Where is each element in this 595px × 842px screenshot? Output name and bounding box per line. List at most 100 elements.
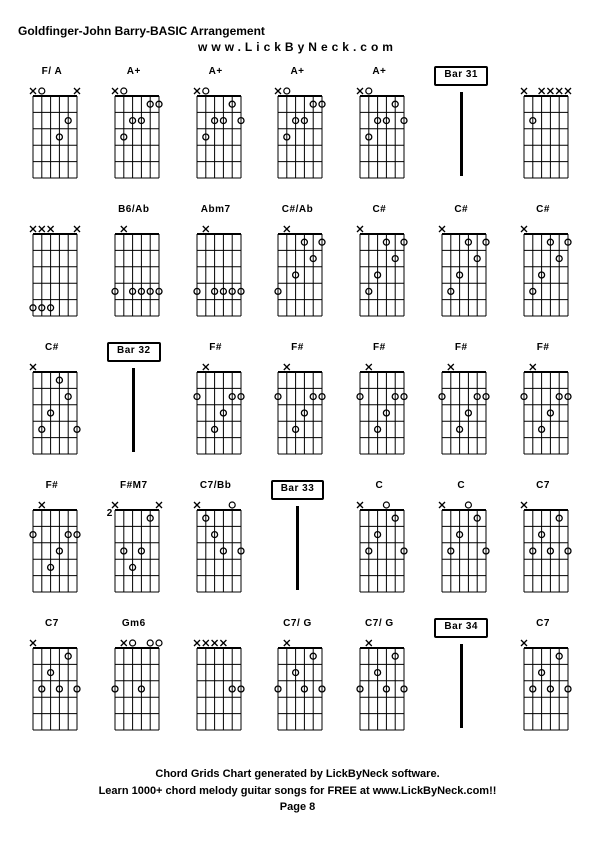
chord-name-label: F#	[291, 342, 304, 356]
chord-diagram	[23, 82, 81, 182]
chord-name-label: B6/Ab	[118, 204, 149, 218]
chord-cell: F#	[509, 342, 577, 458]
chord-diagram	[268, 220, 326, 320]
chord-name-label: C7/Bb	[200, 480, 231, 494]
chord-diagram	[432, 220, 490, 320]
chord-name-label: Gm6	[122, 618, 146, 632]
chord-diagram	[514, 220, 572, 320]
chord-name-label: C#	[454, 204, 468, 218]
chord-cell: C#/Ab	[264, 204, 332, 320]
bar-divider-line	[296, 506, 299, 590]
chord-cell: C7	[509, 480, 577, 596]
bar-divider-line	[460, 92, 463, 176]
footer-line-3: Page 8	[18, 799, 577, 816]
chord-diagram	[514, 82, 572, 182]
bar-divider-cell: Bar 32	[100, 342, 168, 458]
chord-cell: C#	[345, 204, 413, 320]
chord-cell: F#	[345, 342, 413, 458]
chord-cell: B6/Ab	[100, 204, 168, 320]
bar-divider-cell: Bar 34	[427, 618, 495, 734]
chord-name-label	[50, 204, 53, 218]
bar-label: Bar 33	[271, 480, 325, 500]
fret-position-label: 2	[107, 508, 113, 519]
chord-diagram	[514, 496, 572, 596]
chord-name-label: C#	[372, 204, 386, 218]
chord-cell: C	[427, 480, 495, 596]
bar-label: Bar 31	[434, 66, 488, 86]
chord-cell: C7/ G	[345, 618, 413, 734]
chord-name-label: C7	[536, 618, 550, 632]
chord-name-label	[214, 618, 217, 632]
chord-name-label: C7/ G	[365, 618, 394, 632]
footer-line-2: Learn 1000+ chord melody guitar songs fo…	[18, 783, 577, 800]
chord-name-label: C#	[536, 204, 550, 218]
footer-line-1: Chord Grids Chart generated by LickByNec…	[18, 766, 577, 783]
page-subtitle: www.LickByNeck.com	[18, 40, 577, 54]
chord-diagram	[187, 220, 245, 320]
chord-diagram	[187, 496, 245, 596]
chord-diagram	[268, 82, 326, 182]
chord-cell: F#M7 2	[100, 480, 168, 596]
chord-name-label: C	[457, 480, 465, 494]
chord-name-label: F#M7	[120, 480, 148, 494]
chord-name-label: F#	[455, 342, 468, 356]
bar-divider-line	[132, 368, 135, 452]
chord-diagram	[268, 358, 326, 458]
chord-cell: C#	[18, 342, 86, 458]
chord-diagram	[432, 496, 490, 596]
bar-divider-cell: Bar 31	[427, 66, 495, 182]
chord-cell: C	[345, 480, 413, 596]
chord-cell: A+	[182, 66, 250, 182]
chord-name-label	[541, 66, 544, 80]
chord-name-label: A+	[372, 66, 386, 80]
chord-diagram	[350, 220, 408, 320]
bar-label: Bar 32	[107, 342, 161, 362]
chord-cell: A+	[345, 66, 413, 182]
chord-name-label: C7/ G	[283, 618, 312, 632]
chord-name-label: F#	[209, 342, 222, 356]
chord-cell	[182, 618, 250, 734]
chord-cell: C7	[18, 618, 86, 734]
chord-diagram	[350, 82, 408, 182]
chord-cell: C7/Bb	[182, 480, 250, 596]
chord-name-label: F#	[537, 342, 550, 356]
chord-diagram	[268, 634, 326, 734]
chord-diagram	[23, 358, 81, 458]
chord-diagram	[187, 82, 245, 182]
chord-diagram	[350, 496, 408, 596]
chord-cell: Abm7	[182, 204, 250, 320]
chord-name-label: F/ A	[42, 66, 63, 80]
bar-divider-line	[460, 644, 463, 728]
chord-cell: F#	[427, 342, 495, 458]
chord-cell: F#	[182, 342, 250, 458]
chord-name-label: C7	[536, 480, 550, 494]
chord-cell: A+	[100, 66, 168, 182]
chord-cell: C#	[427, 204, 495, 320]
chord-cell: F/ A	[18, 66, 86, 182]
chord-diagram	[23, 634, 81, 734]
chord-diagram	[105, 634, 163, 734]
chord-cell: C#	[509, 204, 577, 320]
page-title: Goldfinger-John Barry-BASIC Arrangement	[18, 24, 577, 38]
chord-name-label: F#	[373, 342, 386, 356]
chord-diagram	[187, 634, 245, 734]
chord-cell: C7/ G	[264, 618, 332, 734]
chord-cell: Gm6	[100, 618, 168, 734]
chord-diagram: 2	[105, 496, 163, 596]
chord-cell	[509, 66, 577, 182]
chord-diagram	[187, 358, 245, 458]
bar-label: Bar 34	[434, 618, 488, 638]
chord-name-label: F#	[46, 480, 59, 494]
chord-cell	[18, 204, 86, 320]
chord-diagram	[514, 634, 572, 734]
chord-name-label: C#	[45, 342, 59, 356]
chord-name-label: Abm7	[201, 204, 231, 218]
chord-diagram	[350, 358, 408, 458]
chord-name-label: C	[375, 480, 383, 494]
chord-diagram	[23, 220, 81, 320]
chord-cell: A+	[264, 66, 332, 182]
chord-diagram	[514, 358, 572, 458]
chord-diagram	[105, 220, 163, 320]
chord-diagram	[350, 634, 408, 734]
chord-cell: F#	[18, 480, 86, 596]
